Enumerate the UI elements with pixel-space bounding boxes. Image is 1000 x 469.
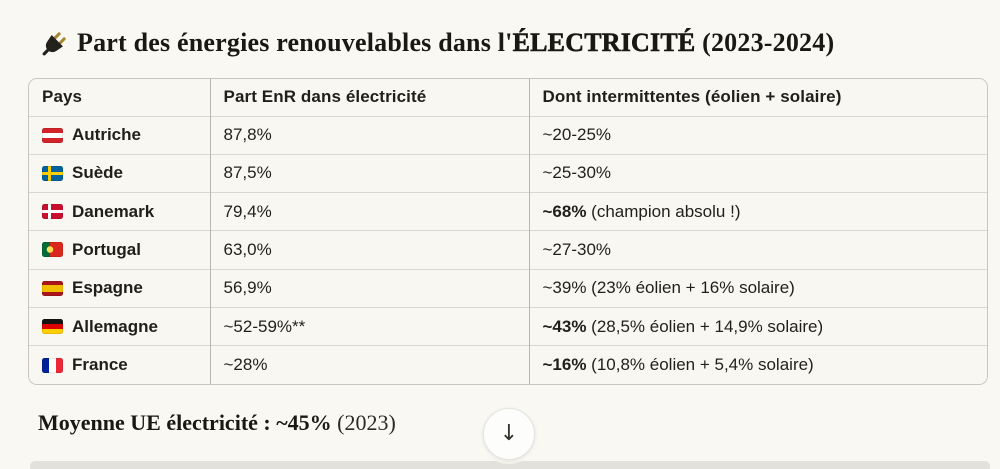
header-country: Pays (29, 79, 210, 116)
intermittent-value: ~43% (28,5% éolien + 14,9% solaire) (528, 306, 987, 346)
flag-france-icon (42, 357, 63, 373)
share-value: ~52-59%** (209, 306, 529, 346)
share-value: ~28% (209, 345, 529, 384)
table-row-germany: Allemagne ~52-59%** ~43% (28,5% éolien +… (29, 306, 987, 346)
share-value: 87,8% (209, 115, 529, 155)
renewables-table: Pays Part EnR dans électricité Dont inte… (28, 78, 988, 385)
plug-icon (42, 32, 66, 56)
country-name: France (72, 355, 128, 375)
country-name: Autriche (72, 125, 141, 145)
table-row-austria: Autriche 87,8% ~20-25% (29, 115, 987, 155)
next-section-edge (30, 461, 990, 469)
scroll-to-bottom-button[interactable]: ↓ (483, 408, 535, 460)
share-value: 79,4% (209, 192, 529, 231)
share-value: 63,0% (209, 230, 529, 270)
table-header-row: Pays Part EnR dans électricité Dont inte… (29, 79, 987, 116)
intermittent-value: ~20-25% (528, 115, 987, 155)
share-value: 56,9% (209, 268, 529, 308)
intermittent-value: ~68% (champion absolu !) (528, 192, 987, 231)
page-title-text: Part des énergies renouvelables dans l'É… (77, 28, 834, 58)
country-name: Portugal (72, 239, 141, 259)
title-prefix: Part des énergies renouvelables dans l' (77, 28, 513, 57)
country-name: Espagne (72, 278, 143, 298)
share-value: 87,5% (209, 153, 529, 193)
eu-average-year: (2023) (331, 410, 396, 435)
country-name: Suède (72, 163, 124, 183)
intermittent-value: ~27-30% (528, 230, 987, 270)
flag-denmark-icon (42, 204, 63, 220)
table-row-france: France ~28% ~16% (10,8% éolien + 5,4% so… (29, 345, 987, 384)
flag-germany-icon (42, 319, 63, 335)
intermittent-value: ~16% (10,8% éolien + 5,4% solaire) (528, 345, 987, 384)
title-emphasis: ÉLECTRICITÉ (512, 28, 696, 58)
table-row-portugal: Portugal 63,0% ~27-30% (29, 230, 987, 270)
page-title: Part des énergies renouvelables dans l'É… (38, 28, 834, 58)
table-row-denmark: Danemark 79,4% ~68% (champion absolu !) (29, 192, 987, 231)
title-suffix: (2023-2024) (695, 28, 835, 57)
country-name: Danemark (72, 201, 155, 221)
header-share: Part EnR dans électricité (209, 79, 529, 116)
header-intermittent: Dont intermittentes (éolien + solaire) (528, 79, 987, 116)
table-row-spain: Espagne 56,9% ~39% (23% éolien + 16% sol… (29, 268, 987, 308)
flag-spain-icon (42, 280, 63, 296)
country-name: Allemagne (72, 316, 158, 336)
flag-sweden-icon (42, 165, 63, 181)
intermittent-value: ~25-30% (528, 153, 987, 193)
eu-average-note: Moyenne UE électricité : ~45% (2023) (38, 410, 396, 436)
eu-average-bold: Moyenne UE électricité : ~45% (38, 410, 332, 435)
flag-portugal-icon (42, 242, 63, 258)
intermittent-value: ~39% (23% éolien + 16% solaire) (528, 268, 987, 308)
flag-austria-icon (42, 127, 63, 143)
arrow-down-icon: ↓ (499, 421, 519, 446)
table-row-sweden: Suède 87,5% ~25-30% (29, 153, 987, 193)
